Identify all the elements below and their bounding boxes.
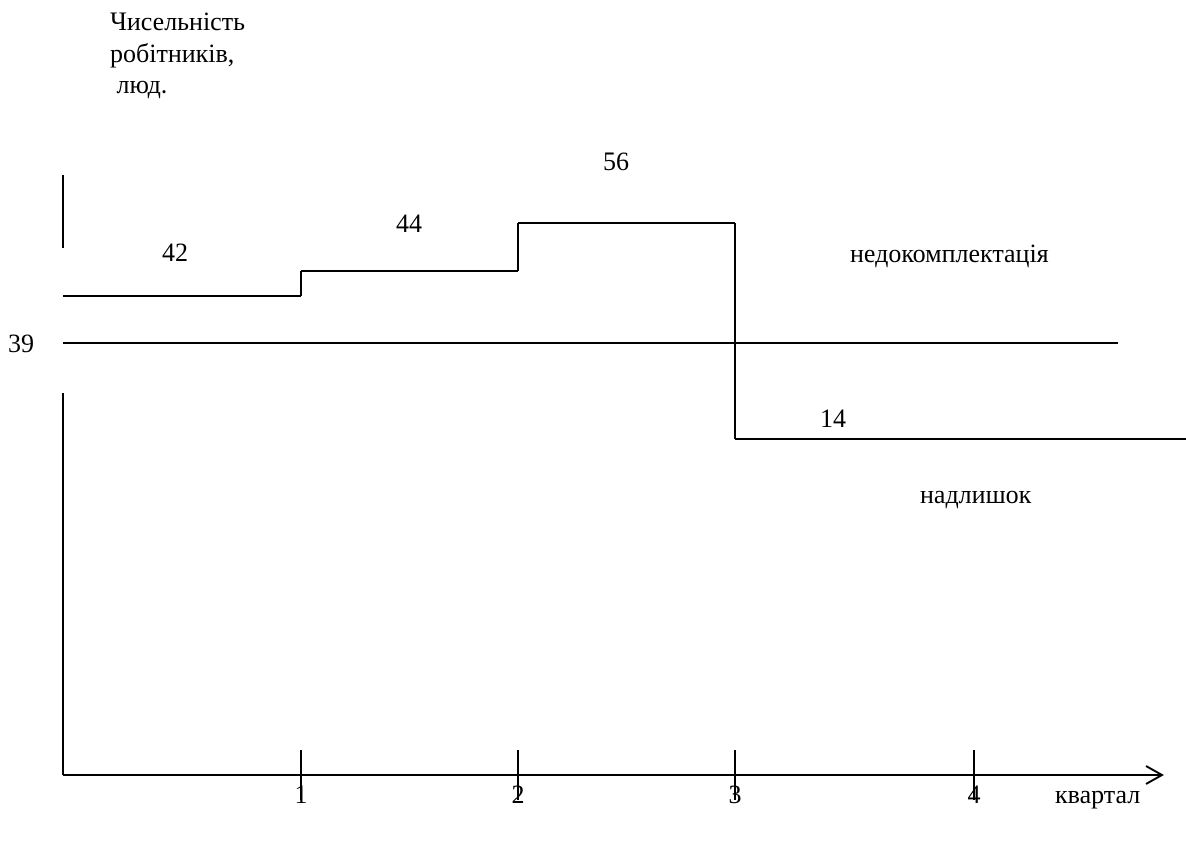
x-tick-label-1: 1 bbox=[295, 780, 308, 809]
x-tick-label-2: 2 bbox=[512, 780, 525, 809]
x-tick-label-4: 4 bbox=[968, 780, 981, 809]
y-axis-label-line-2: робітників, bbox=[110, 39, 235, 68]
annotation-shortage: недокомплектація bbox=[850, 239, 1049, 268]
segment-value-label-3: 56 bbox=[603, 147, 629, 176]
segment-value-label-4: 14 bbox=[820, 404, 846, 433]
labels-group: 42 44 56 14 bbox=[162, 147, 846, 433]
baseline-group: 39 bbox=[8, 329, 1118, 358]
segment-value-label-1: 42 bbox=[162, 238, 188, 267]
baseline-label: 39 bbox=[8, 329, 34, 358]
axes: 1 2 3 4 bbox=[62, 175, 1165, 809]
segment-value-label-2: 44 bbox=[396, 209, 422, 238]
series-group bbox=[63, 222, 1186, 440]
x-axis-arrow bbox=[1145, 765, 1165, 785]
y-axis-label-line-3: люд. bbox=[110, 70, 168, 99]
x-axis-label: квартал bbox=[1055, 780, 1140, 809]
annotation-surplus: надлишок bbox=[920, 480, 1032, 509]
y-axis-label-line-1: Чисельність bbox=[110, 7, 245, 36]
x-tick-label-3: 3 bbox=[729, 780, 742, 809]
